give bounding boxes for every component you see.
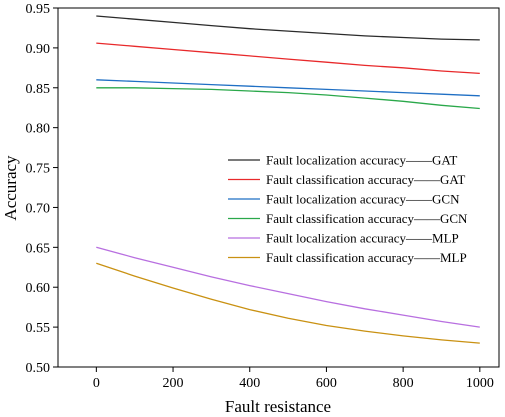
series-line-3 — [96, 79, 480, 97]
legend: Fault localization accuracy——GAT Fault cl… — [228, 153, 468, 265]
series-line-6 — [96, 262, 480, 344]
y-tick-label: 0.85 — [26, 82, 51, 97]
x-tick-label: 600 — [316, 376, 337, 391]
legend-label: Fault localization accuracy——MLP — [266, 231, 459, 246]
legend-label: Fault classification accuracy——MLP — [266, 250, 467, 265]
y-tick-label: 0.90 — [26, 42, 51, 57]
plot-frame — [57, 7, 500, 368]
x-tick-label: 400 — [239, 376, 260, 391]
x-tick-label: 0 — [93, 376, 100, 391]
y-tick-label: 0.75 — [26, 162, 51, 177]
series-line-2 — [96, 42, 480, 75]
series-lines — [96, 15, 480, 344]
y-tick-label: 0.50 — [26, 361, 51, 376]
y-tick-label: 0.55 — [26, 321, 51, 336]
y-tick-label: 0.95 — [26, 2, 51, 17]
y-tick-label: 0.70 — [26, 201, 51, 216]
legend-label: Fault classification accuracy——GAT — [266, 172, 465, 187]
x-tick-label: 800 — [393, 376, 414, 391]
series-line-5 — [96, 246, 480, 328]
x-tick-label: 200 — [163, 376, 184, 391]
legend-label: Fault classification accuracy——GCN — [266, 211, 468, 226]
y-axis-label: Accuracy — [1, 155, 20, 221]
y-tick-label: 0.60 — [26, 281, 51, 296]
x-axis: 0 200 400 600 800 1000 — [93, 367, 494, 391]
series-line-1 — [96, 15, 480, 41]
y-tick-label: 0.65 — [26, 241, 51, 256]
legend-label: Fault localization accuracy——GCN — [266, 192, 460, 207]
x-axis-label: Fault resistance — [225, 397, 331, 416]
series-line-4 — [96, 87, 480, 110]
x-tick-label: 1000 — [466, 376, 494, 391]
y-axis: 0.50 0.55 0.60 0.65 0.70 0.75 0.80 0.85 0.90 0.95 — [26, 2, 58, 376]
y-tick-label: 0.80 — [26, 122, 51, 137]
legend-label: Fault localization accuracy——GAT — [266, 153, 457, 168]
